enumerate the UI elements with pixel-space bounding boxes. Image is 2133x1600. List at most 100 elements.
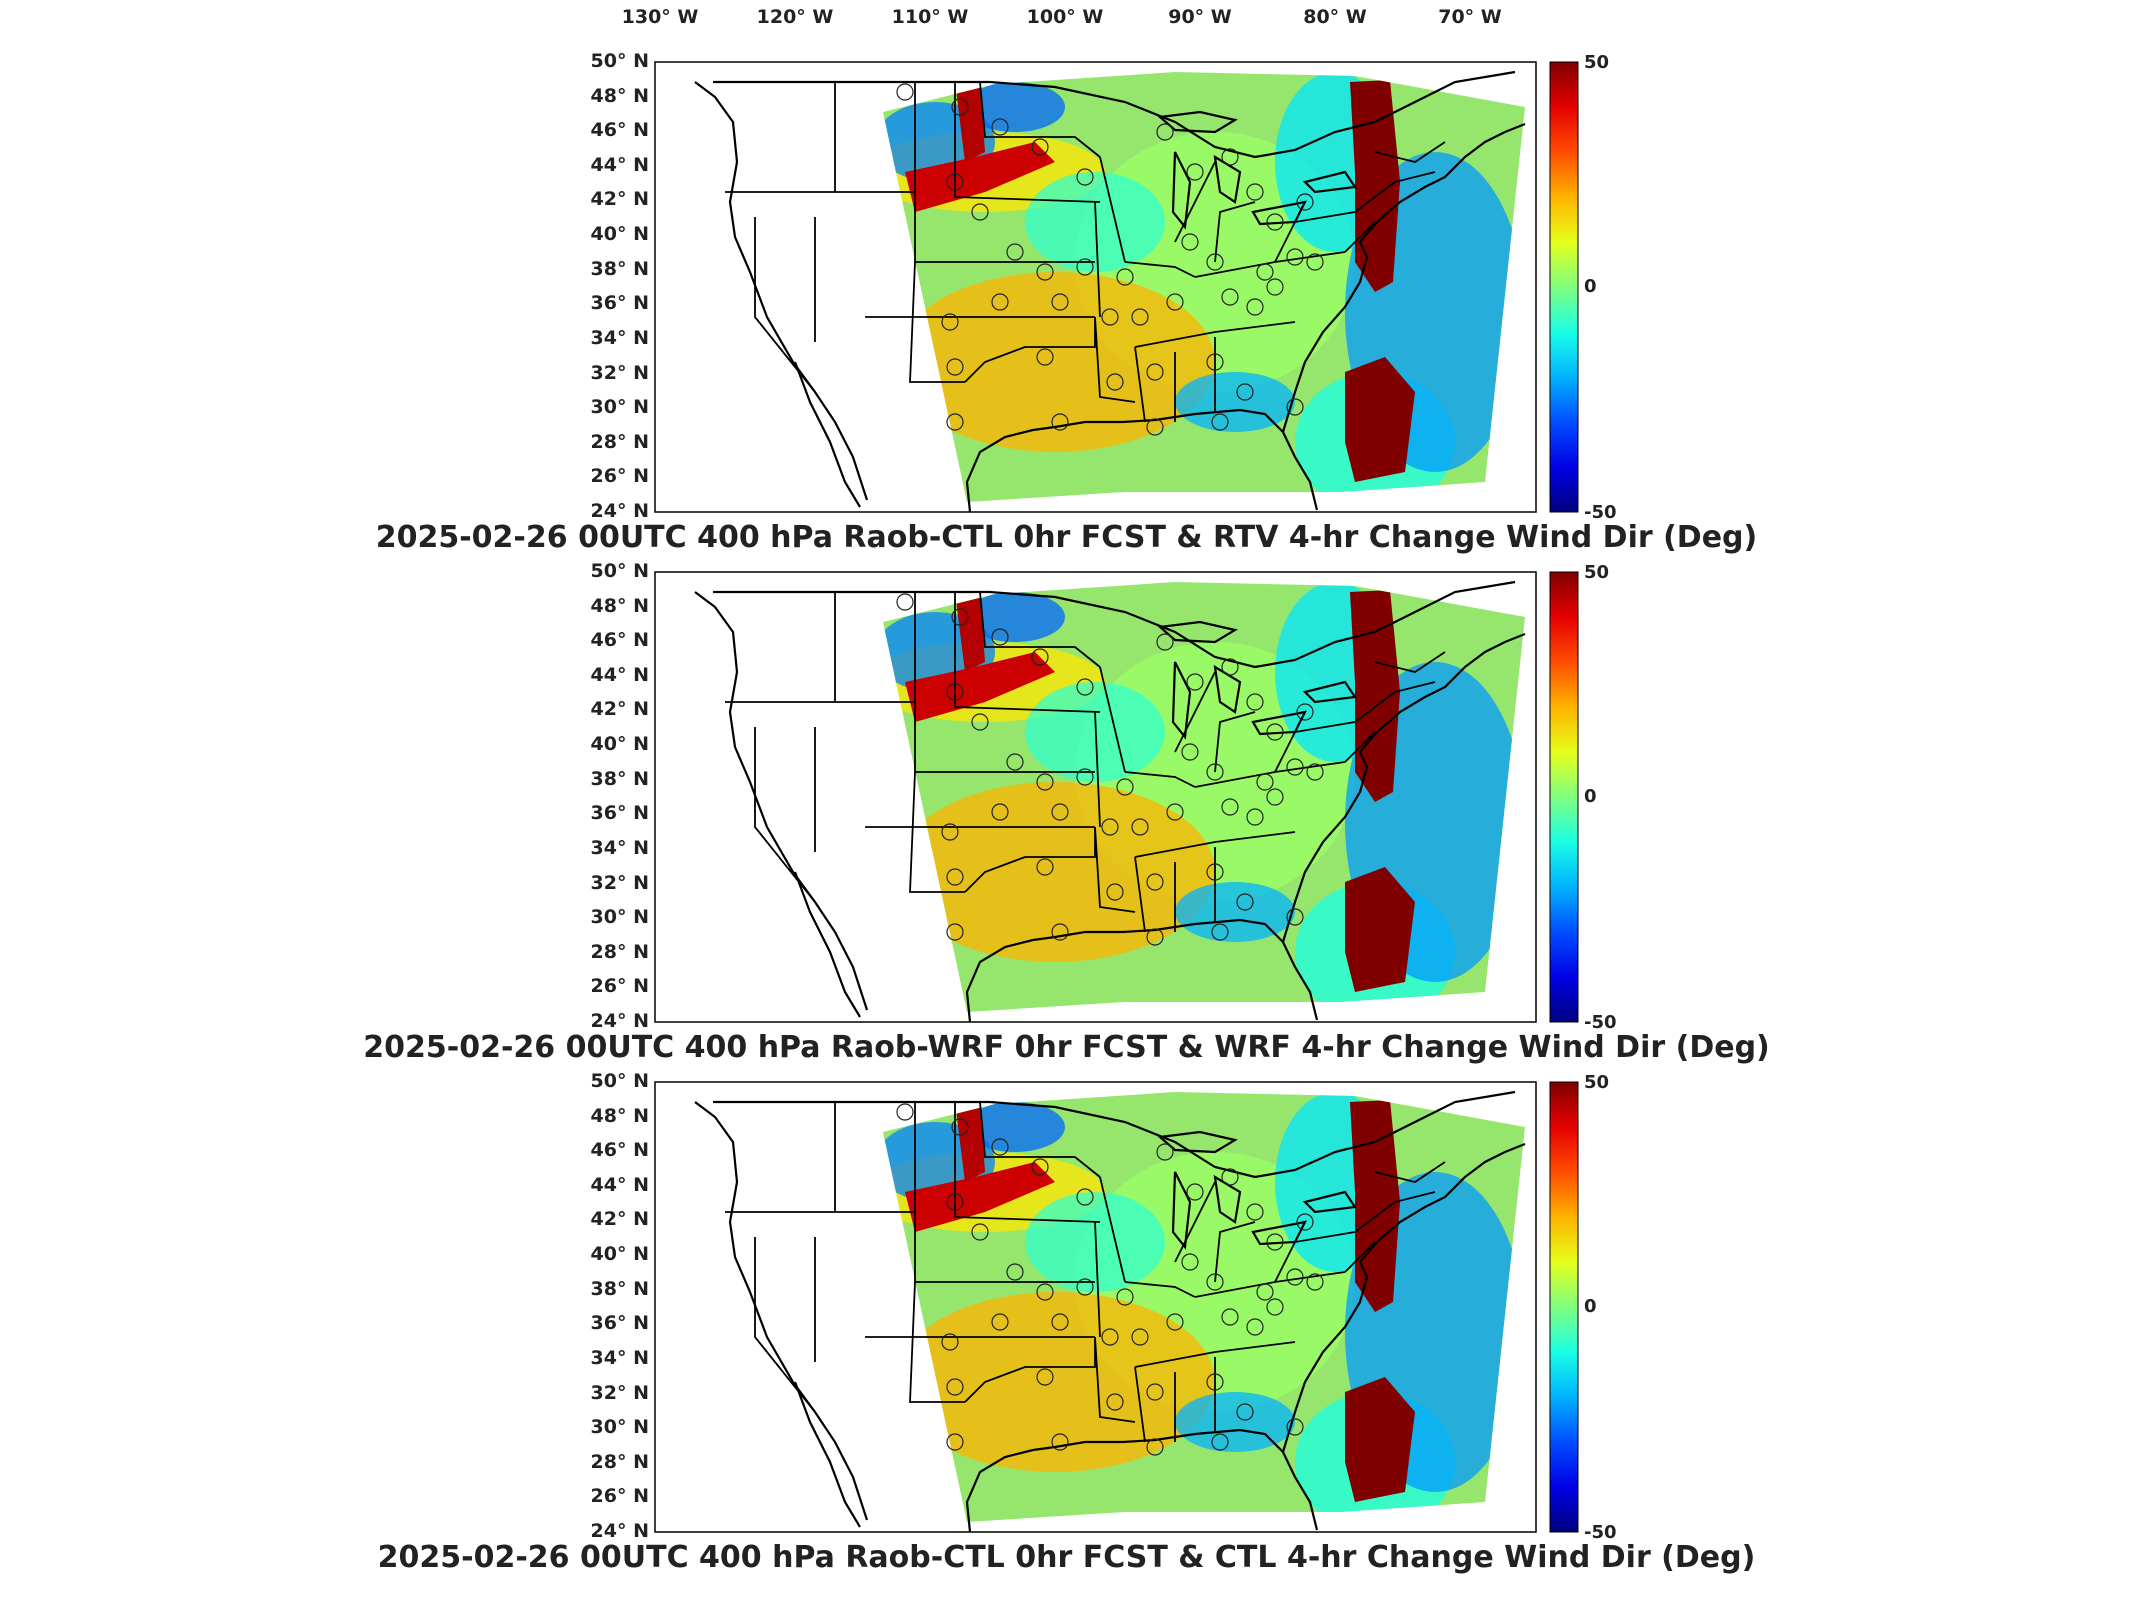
map-panel: 50° N 48° N 46° N 44° N 42° N 40° N 38° N 36° N… [0, 560, 2133, 1080]
raob-station-circle-marker [991, 1313, 1009, 1331]
colorbar-tick-label: -50 [1584, 1012, 1617, 1033]
raob-station-circle-marker [1101, 308, 1119, 326]
lon-tick-label: 120° W [756, 6, 834, 28]
raob-station-circle-marker [1006, 243, 1024, 261]
raob-station-circle-marker [1246, 1318, 1264, 1336]
lat-tick-label: 32° N [590, 871, 649, 894]
raob-station-circle-marker [1146, 873, 1164, 891]
map-frame [654, 571, 1537, 1023]
raob-station-circle-marker [1206, 763, 1224, 781]
raob-station-circle-marker [1116, 1288, 1134, 1306]
raob-stations [896, 593, 1324, 946]
lat-tick-label: 40° N [590, 223, 649, 246]
panel-title: 2025-02-26 00UTC 400 hPa Raob-CTL 0hr FC… [375, 520, 1758, 555]
raob-station-circle-marker [896, 83, 914, 101]
lat-tick-label: 32° N [590, 361, 649, 384]
raob-station-circle-marker [1146, 928, 1164, 946]
raob-station-circle-marker [1156, 633, 1174, 651]
raob-station-circle-marker [1006, 1263, 1024, 1281]
map-panel: 50° N 48° N 46° N 44° N 42° N 40° N 38° N 36° N… [0, 1070, 2133, 1590]
raob-station-circle-marker [1256, 1283, 1274, 1301]
raob-station-circle-marker [946, 173, 964, 191]
map-svg [654, 571, 1579, 1023]
lat-tick-label: 26° N [590, 975, 649, 998]
lat-tick-label: 50° N [590, 1070, 649, 1092]
raob-station-circle-marker [1146, 418, 1164, 436]
lat-tick-label: 44° N [590, 153, 649, 176]
raob-stations [896, 1103, 1324, 1456]
raob-station-circle-marker [946, 1378, 964, 1396]
raob-station-circle-marker [991, 803, 1009, 821]
wind-change-field [883, 1092, 1525, 1522]
lat-tick-label: 34° N [590, 836, 649, 859]
panel-title: 2025-02-26 00UTC 400 hPa Raob-CTL 0hr FC… [377, 1540, 1756, 1575]
raob-station-circle-marker [946, 923, 964, 941]
raob-station-circle-marker [1266, 213, 1284, 231]
raob-station-circle-marker [1236, 1403, 1254, 1421]
raob-station-circle-marker [1036, 1368, 1054, 1386]
raob-station-circle-marker [1296, 193, 1314, 211]
raob-station-circle-marker [1036, 773, 1054, 791]
raob-station-circle-marker [1266, 1233, 1284, 1251]
raob-station-circle-marker [941, 1333, 959, 1351]
raob-station-circle-marker [1286, 248, 1304, 266]
lat-tick-label: 40° N [590, 733, 649, 756]
raob-station-circle-marker [1116, 778, 1134, 796]
raob-station-circle-marker [1036, 348, 1054, 366]
raob-station-circle-marker [946, 1193, 964, 1211]
raob-station-circle-marker [946, 1433, 964, 1451]
raob-station-circle-marker [1051, 413, 1069, 431]
raob-station-circle-marker [1236, 893, 1254, 911]
raob-station-circle-marker [1206, 1373, 1224, 1391]
raob-station-circle-marker [896, 593, 914, 611]
raob-station-circle-marker [991, 628, 1009, 646]
lat-tick-label: 48° N [590, 594, 649, 617]
raob-station-circle-marker [1186, 673, 1204, 691]
raob-station-circle-marker [1101, 1328, 1119, 1346]
geography-outlines [694, 580, 1526, 1023]
raob-station-circle-marker [1051, 803, 1069, 821]
raob-station-circle-marker [1206, 1273, 1224, 1291]
raob-station-circle-marker [951, 608, 969, 626]
lat-tick-label: 24° N [590, 500, 649, 522]
raob-station-circle-marker [1131, 818, 1149, 836]
lon-tick-label: 80° W [1303, 6, 1367, 28]
lat-tick-label: 46° N [590, 629, 649, 652]
raob-station-circle-marker [1181, 743, 1199, 761]
lat-tick-label: 42° N [590, 698, 649, 721]
raob-station-circle-marker [1181, 1253, 1199, 1271]
raob-station-circle-marker [941, 313, 959, 331]
raob-station-circle-marker [1266, 278, 1284, 296]
raob-station-circle-marker [1131, 308, 1149, 326]
lat-tick-label: 34° N [590, 1346, 649, 1369]
panel-title: 2025-02-26 00UTC 400 hPa Raob-WRF 0hr FC… [363, 1030, 1770, 1065]
lat-tick-label: 40° N [590, 1243, 649, 1266]
raob-station-circle-marker [1266, 1298, 1284, 1316]
raob-station-circle-marker [1031, 138, 1049, 156]
raob-station-circle-marker [1306, 763, 1324, 781]
raob-station-circle-marker [1076, 258, 1094, 276]
map-svg [654, 1081, 1579, 1533]
raob-station-circle-marker [1286, 1418, 1304, 1436]
raob-station-circle-marker [1211, 1433, 1229, 1451]
raob-station-circle-marker [1051, 1433, 1069, 1451]
raob-station-circle-marker [896, 1103, 914, 1121]
lat-tick-label: 26° N [590, 465, 649, 488]
colorbar-tick-label: -50 [1584, 1522, 1617, 1543]
raob-station-circle-marker [1306, 253, 1324, 271]
raob-station-circle-marker [946, 413, 964, 431]
raob-station-circle-marker [1036, 858, 1054, 876]
raob-station-circle-marker [1146, 363, 1164, 381]
raob-station-circle-marker [1246, 808, 1264, 826]
raob-station-circle-marker [1211, 413, 1229, 431]
lat-tick-label: 48° N [590, 1104, 649, 1127]
lat-tick-label: 42° N [590, 1208, 649, 1231]
lat-tick-label: 24° N [590, 1520, 649, 1542]
colorbar-tick-label: 50 [1584, 1072, 1610, 1093]
lat-tick-label: 30° N [590, 906, 649, 929]
raob-station-circle-marker [1186, 163, 1204, 181]
raob-station-circle-marker [1106, 1393, 1124, 1411]
raob-station-circle-marker [1076, 168, 1094, 186]
raob-station-circle-marker [1076, 768, 1094, 786]
lat-tick-label: 44° N [590, 663, 649, 686]
